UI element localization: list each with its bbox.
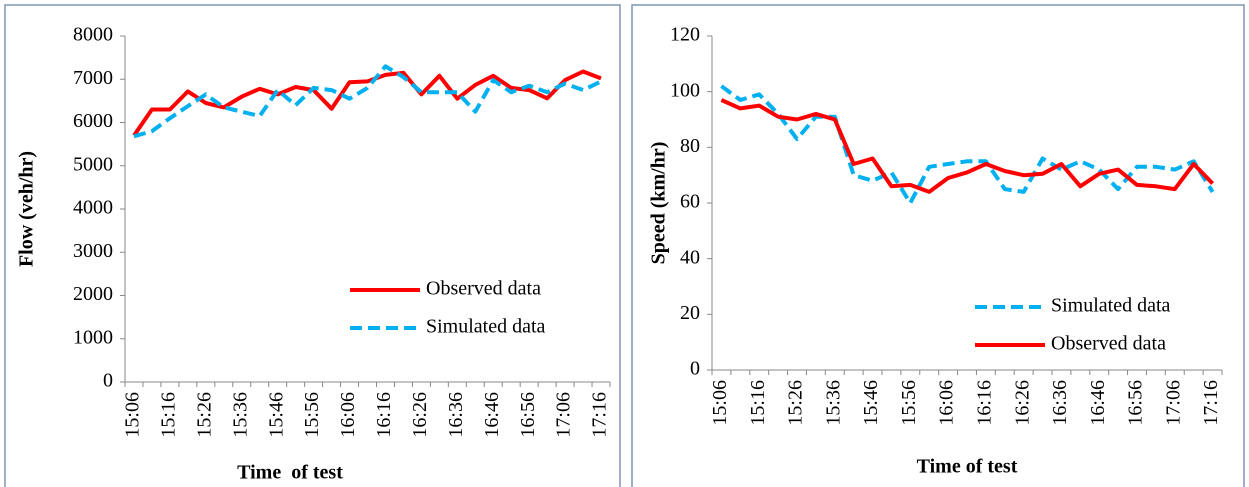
x-tick-label: 15:06 xyxy=(709,380,731,426)
y-tick-label: 80 xyxy=(680,135,700,157)
series-line xyxy=(133,64,602,139)
x-tick-label: 17:16 xyxy=(1200,380,1222,426)
x-tick-label: 15:06 xyxy=(122,392,144,438)
y-tick-label: 8000 xyxy=(73,24,113,46)
x-tick-label: 16:56 xyxy=(517,392,539,438)
x-tick-label: 15:56 xyxy=(301,392,323,438)
x-tick-label: 15:26 xyxy=(193,392,215,438)
y-tick-label: 3000 xyxy=(73,240,113,262)
x-tick-label: 16:36 xyxy=(445,392,467,438)
x-tick-label: 16:56 xyxy=(1125,380,1147,426)
y-tick-label: 120 xyxy=(670,24,700,46)
y-tick-label: 4000 xyxy=(73,197,113,219)
x-tick-label: 15:46 xyxy=(265,392,287,438)
y-axis-title: Flow (veh/hr) xyxy=(16,151,38,267)
x-tick-label: 17:06 xyxy=(553,392,575,438)
x-tick-label: 16:26 xyxy=(1011,380,1033,426)
x-tick-label: 16:06 xyxy=(936,380,958,426)
series-line xyxy=(720,98,1215,194)
x-tick-label: 16:46 xyxy=(481,392,503,438)
x-axis-title: Time of test xyxy=(237,462,343,484)
x-tick-label: 16:36 xyxy=(1049,380,1071,426)
x-tick-label: 15:26 xyxy=(785,380,807,426)
y-tick-label: 40 xyxy=(680,246,700,268)
legend-label: Observed data xyxy=(426,278,541,300)
series-line xyxy=(720,84,1215,205)
x-tick-label: 16:06 xyxy=(337,392,359,438)
x-tick-label: 15:36 xyxy=(229,392,251,438)
y-axis-title: Speed (km/hr) xyxy=(648,142,670,265)
y-tick-label: 60 xyxy=(680,191,700,213)
x-tick-label: 15:16 xyxy=(158,392,180,438)
panel-frame xyxy=(4,4,621,487)
y-tick-label: 7000 xyxy=(73,67,113,89)
y-tick-label: 100 xyxy=(670,79,700,101)
y-tick-label: 2000 xyxy=(73,283,113,305)
y-tick-label: 5000 xyxy=(73,153,113,175)
y-tick-label: 0 xyxy=(690,358,700,380)
y-tick-label: 6000 xyxy=(73,110,113,132)
panel-frame xyxy=(631,4,1245,487)
series-line xyxy=(132,69,602,137)
x-axis-title: Time of test xyxy=(917,456,1018,478)
x-tick-label: 16:16 xyxy=(373,392,395,438)
x-tick-label: 17:16 xyxy=(589,392,611,438)
x-tick-label: 17:06 xyxy=(1162,380,1184,426)
legend-label: Simulated data xyxy=(426,316,546,338)
x-tick-label: 15:56 xyxy=(898,380,920,426)
y-tick-label: 0 xyxy=(103,370,113,392)
x-tick-label: 15:46 xyxy=(860,380,882,426)
x-tick-label: 16:46 xyxy=(1087,380,1109,426)
x-tick-label: 15:16 xyxy=(747,380,769,426)
x-tick-label: 15:36 xyxy=(822,380,844,426)
legend-label: Observed data xyxy=(1051,333,1166,355)
x-tick-label: 16:16 xyxy=(973,380,995,426)
y-tick-label: 1000 xyxy=(73,326,113,348)
x-tick-label: 16:26 xyxy=(409,392,431,438)
y-tick-label: 20 xyxy=(680,302,700,324)
legend-label: Simulated data xyxy=(1051,295,1171,317)
